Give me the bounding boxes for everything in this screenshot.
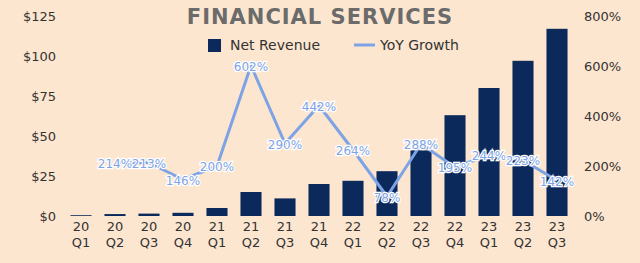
bar xyxy=(342,181,363,216)
data-label: 142% xyxy=(540,175,574,189)
plot-marks xyxy=(70,29,567,216)
x-tick-label-line: Q1 xyxy=(344,235,363,250)
x-tick-label: 22Q4 xyxy=(446,219,465,250)
chart: FINANCIAL SERVICES $0 $25 $50 $75 $100 $125 0% 2… xyxy=(0,0,640,263)
legend-swatch xyxy=(354,44,375,47)
x-tick-label: 20Q2 xyxy=(106,219,125,250)
y-tick-label: $0 xyxy=(39,209,56,224)
x-tick-label-line: 21 xyxy=(243,219,260,234)
x-tick-label-line: Q4 xyxy=(446,235,465,250)
x-tick-label-line: 23 xyxy=(481,219,498,234)
data-label: 146% xyxy=(166,174,200,188)
y2-tick-label: 0% xyxy=(584,209,605,224)
x-tick-label: 22Q2 xyxy=(378,219,397,250)
x-tick-label-line: Q3 xyxy=(412,235,431,250)
x-tick-label-line: Q4 xyxy=(174,235,193,250)
data-label: 288% xyxy=(404,138,438,152)
x-tick-label-line: 22 xyxy=(379,219,396,234)
x-tick-label: 20Q3 xyxy=(140,219,159,250)
x-tick-label-line: 23 xyxy=(515,219,532,234)
bar xyxy=(172,213,193,216)
x-tick-label: 23Q1 xyxy=(480,219,499,250)
x-tick-label: 21Q4 xyxy=(310,219,329,250)
background xyxy=(0,0,640,263)
bar xyxy=(138,214,159,216)
y-tick-label: $100 xyxy=(23,49,56,64)
data-label: 78% xyxy=(374,191,401,205)
data-labels: 214%213%146%200%602%290%442%264%78%288%1… xyxy=(98,60,574,205)
x-tick-label: 23Q3 xyxy=(548,219,567,250)
x-tick-label: 22Q3 xyxy=(412,219,431,250)
legend-label: YoY Growth xyxy=(379,37,459,53)
x-tick-label: 21Q3 xyxy=(276,219,295,250)
x-tick-label: 20Q4 xyxy=(174,219,193,250)
bar xyxy=(70,215,91,216)
y2-tick-label: 600% xyxy=(584,59,621,74)
bar xyxy=(274,198,295,216)
x-tick-label-line: Q4 xyxy=(310,235,329,250)
x-tick-label: 22Q1 xyxy=(344,219,363,250)
x-tick-label-line: Q2 xyxy=(106,235,125,250)
x-tick-label: 20Q1 xyxy=(72,219,91,250)
data-label: 264% xyxy=(336,144,370,158)
x-tick-label-line: Q3 xyxy=(548,235,567,250)
data-label: 442% xyxy=(302,100,336,114)
data-label: 290% xyxy=(268,138,302,152)
x-tick-label: 21Q2 xyxy=(242,219,261,250)
y2-tick-label: 800% xyxy=(584,9,621,24)
x-tick-label: 23Q2 xyxy=(514,219,533,250)
data-label: 195% xyxy=(438,161,472,175)
line xyxy=(115,66,557,197)
x-tick-label-line: 22 xyxy=(345,219,362,234)
y2-tick-label: 200% xyxy=(584,159,621,174)
bar xyxy=(308,184,329,216)
bar xyxy=(240,192,261,216)
y-tick-label: $25 xyxy=(31,169,56,184)
x-tick-label-line: 23 xyxy=(549,219,566,234)
x-tick-label-line: 20 xyxy=(141,219,158,234)
data-label: 200% xyxy=(200,160,234,174)
x-tick-label-line: Q2 xyxy=(378,235,397,250)
bar xyxy=(104,214,125,216)
x-tick-label-line: 22 xyxy=(447,219,464,234)
x-tick-label-line: Q1 xyxy=(208,235,227,250)
y-tick-label: $75 xyxy=(31,89,56,104)
data-label: 213% xyxy=(132,157,166,171)
x-tick-label-line: 21 xyxy=(209,219,226,234)
x-tick-label-line: Q2 xyxy=(514,235,533,250)
x-tick-label-line: 22 xyxy=(413,219,430,234)
data-label: 214% xyxy=(98,157,132,171)
x-tick-label-line: 20 xyxy=(73,219,90,234)
data-label: 223% xyxy=(506,154,540,168)
x-tick-label-line: 21 xyxy=(311,219,328,234)
x-tick-label-line: 21 xyxy=(277,219,294,234)
data-label: 244% xyxy=(472,149,506,163)
x-tick-label-line: 20 xyxy=(107,219,124,234)
legend: Net Revenue YoY Growth xyxy=(208,37,459,53)
x-tick-label-line: Q1 xyxy=(480,235,499,250)
x-tick-label-line: 20 xyxy=(175,219,192,234)
bar xyxy=(512,61,533,216)
y-tick-label: $125 xyxy=(23,9,56,24)
x-tick-label: 21Q1 xyxy=(208,219,227,250)
x-tick-label-line: Q3 xyxy=(140,235,159,250)
bar xyxy=(410,150,431,216)
x-tick-label-line: Q2 xyxy=(242,235,261,250)
title: FINANCIAL SERVICES xyxy=(187,5,453,29)
y-tick-label: $50 xyxy=(31,129,56,144)
legend-swatch xyxy=(208,39,221,52)
x-tick-label-line: Q3 xyxy=(276,235,295,250)
legend-label: Net Revenue xyxy=(230,37,320,53)
bar xyxy=(206,208,227,216)
x-tick-label-line: Q1 xyxy=(72,235,91,250)
data-label: 602% xyxy=(234,60,268,74)
y2-tick-label: 400% xyxy=(584,109,621,124)
